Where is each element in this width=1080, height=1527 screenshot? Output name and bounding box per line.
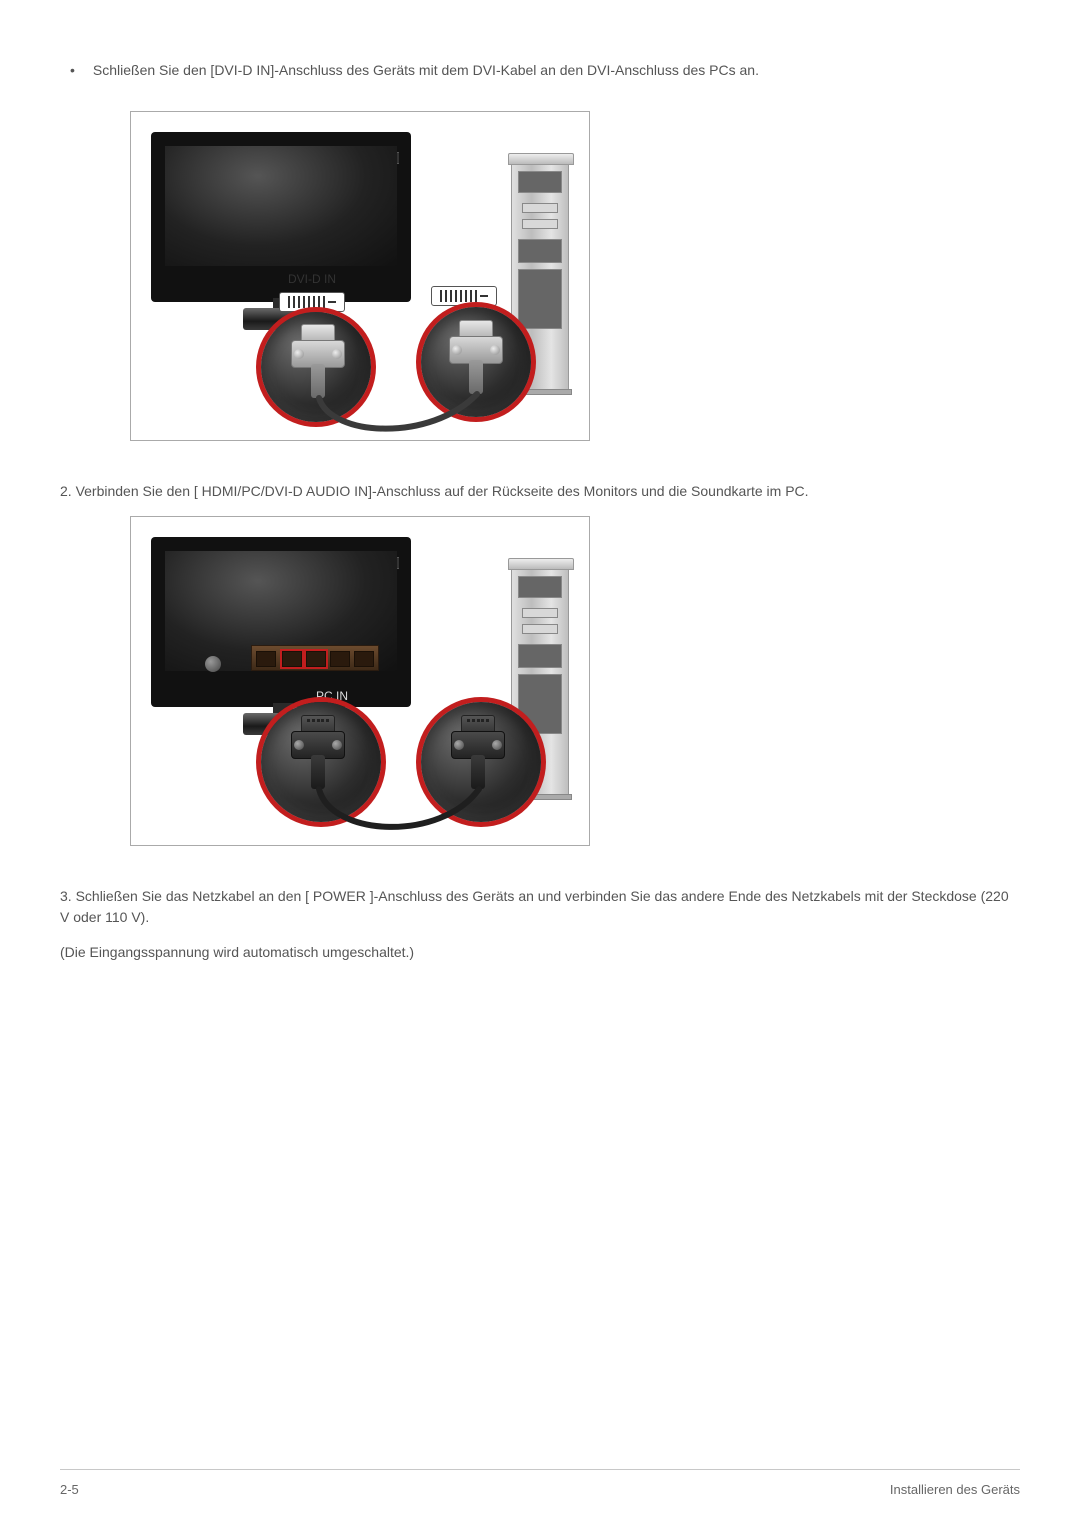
footer-section-title: Installieren des Geräts [890, 1480, 1020, 1500]
figure-2-box: PC IN [130, 516, 590, 846]
cable-path [131, 112, 591, 442]
figure-1-box: DVI-D IN [130, 111, 590, 441]
footer-page-number: 2-5 [60, 1480, 79, 1500]
cable-path-2 [131, 517, 591, 847]
bullet-text: Schließen Sie den [DVI-D IN]-Anschluss d… [93, 60, 1020, 81]
bullet-item: • Schließen Sie den [DVI-D IN]-Anschluss… [70, 60, 1020, 81]
bullet-marker: • [70, 60, 75, 81]
step-3-line2: (Die Eingangsspannung wird automatisch u… [60, 942, 1020, 963]
figure-1: DVI-D IN [130, 111, 1020, 441]
step-2-text: 2. Verbinden Sie den [ HDMI/PC/DVI-D AUD… [60, 481, 1020, 502]
page-footer: 2-5 Installieren des Geräts [60, 1469, 1020, 1500]
step-3-line1: 3. Schließen Sie das Netzkabel an den [ … [60, 886, 1020, 928]
figure-2: PC IN [130, 516, 1020, 846]
